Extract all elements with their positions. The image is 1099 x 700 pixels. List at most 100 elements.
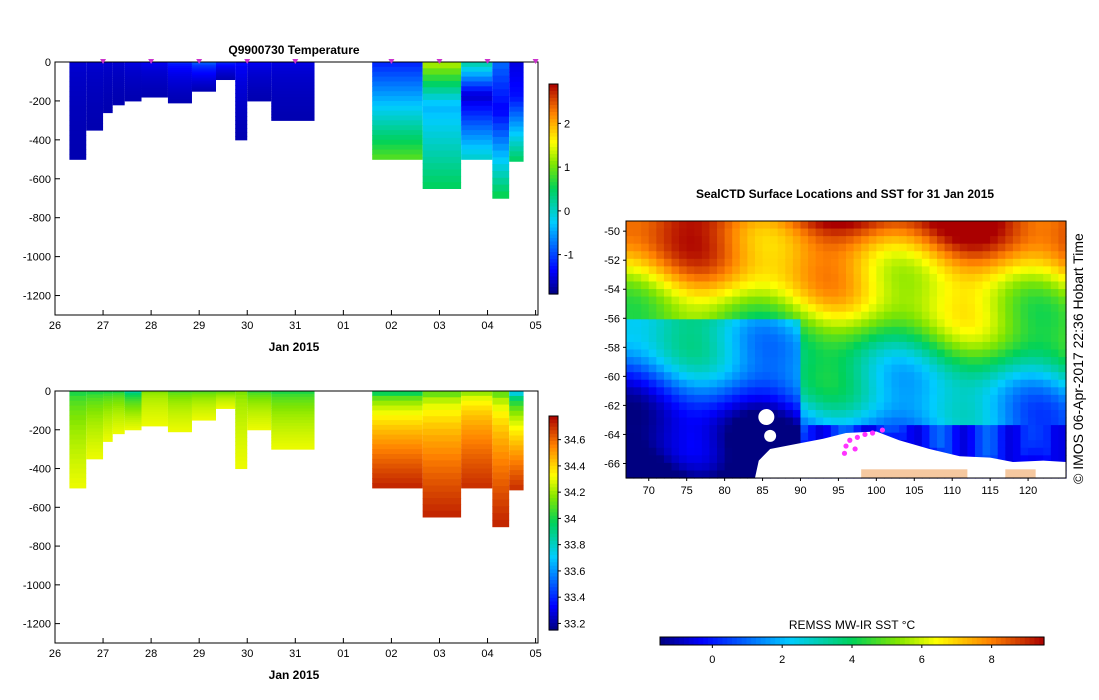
sst-cell [785, 440, 794, 449]
profile-cell [509, 484, 524, 491]
sst-cell [1012, 311, 1022, 320]
sst-cell [747, 326, 756, 335]
sst-cell [1028, 447, 1037, 456]
profile-cell [461, 86, 493, 92]
profile-cell [167, 427, 192, 431]
x-tick-label: 05 [529, 648, 541, 660]
sst-cell [709, 319, 718, 328]
sst-cell [808, 357, 817, 366]
sst-cell [929, 311, 938, 320]
sst-cell [762, 402, 771, 411]
profile-cell [247, 75, 272, 79]
sst-cell [846, 341, 855, 351]
colorbar-segment [549, 562, 558, 567]
sst-cell [1035, 357, 1044, 366]
sst-cell [724, 425, 733, 434]
profile-cell [461, 483, 493, 489]
sst-cell [853, 221, 862, 230]
sst-cell [838, 402, 847, 411]
sst-cell [899, 387, 908, 396]
lon-tick-label: 100 [867, 485, 885, 497]
colorbar-segment [549, 119, 558, 124]
sst-cell [792, 357, 802, 366]
profile-cell [509, 391, 524, 397]
sst-cell [656, 243, 665, 252]
sst-cell [830, 394, 840, 404]
colorbar-segment [549, 423, 558, 428]
sst-cell [815, 289, 824, 298]
x-tick-label: 03 [433, 648, 445, 660]
sst-cell [679, 228, 688, 237]
profile-cell [247, 91, 272, 94]
sst-cell [671, 417, 680, 426]
sst-cell [1058, 319, 1067, 328]
profile-cell [124, 400, 142, 404]
sst-cell [891, 228, 900, 237]
sst-cell [808, 334, 817, 343]
sst-cell [990, 409, 999, 419]
sst-cell [694, 470, 703, 479]
sst-cell [990, 304, 999, 313]
profile-cell [461, 395, 493, 402]
sst-cell [717, 455, 726, 464]
colorbar-segment [549, 430, 558, 435]
profile-cell [422, 182, 462, 189]
sst-cell [853, 379, 862, 388]
profile-cell [271, 64, 315, 69]
sst-cell [823, 258, 832, 267]
sst-cell [823, 296, 832, 305]
sst-cell [1005, 372, 1014, 381]
sst-cell [967, 417, 976, 426]
profile-cell [141, 422, 168, 425]
profile-cell [141, 86, 168, 89]
sst-cell [846, 334, 855, 343]
sst-cell [694, 425, 703, 434]
profile-cell [509, 76, 524, 83]
sst-cell [823, 379, 832, 388]
profile-cell [191, 408, 216, 411]
sst-cell [808, 289, 817, 298]
sst-cell [663, 425, 673, 434]
sst-cell [709, 440, 718, 449]
sst-cell [891, 425, 900, 434]
profile-cell [492, 391, 510, 399]
sst-cell [679, 447, 688, 456]
profile-cell [124, 423, 142, 427]
sst-cell [732, 319, 741, 328]
sst-cell [656, 425, 665, 434]
sst-cell [974, 319, 984, 328]
sst-cell [952, 243, 961, 252]
sst-cell [974, 228, 984, 237]
sst-cell [914, 266, 923, 275]
sst-cell [754, 266, 764, 275]
sst-cell [808, 402, 817, 411]
sst-cell [679, 357, 688, 366]
profile-cell [235, 453, 248, 458]
sst-cell [1058, 372, 1067, 381]
sst-cell [777, 296, 786, 305]
sst-cell [1028, 402, 1037, 411]
x-tick-label: 31 [289, 648, 301, 660]
profile-cell [247, 71, 272, 75]
sst-cell [800, 228, 809, 237]
colorbar-segment [549, 519, 558, 524]
sst-cell [1012, 357, 1022, 366]
sst-cell [914, 311, 923, 320]
sst-cell [883, 281, 893, 290]
sst-cell [952, 341, 961, 351]
sst-cell [785, 289, 794, 298]
sst-cell [724, 394, 733, 404]
colorbar-segment [842, 637, 848, 645]
sst-cell [815, 372, 824, 381]
sst-cell [921, 281, 931, 290]
profile-cell [509, 400, 524, 407]
sst-cell [656, 440, 665, 449]
sst-cell [656, 251, 665, 260]
sst-cell [861, 304, 870, 313]
sst-cell [777, 402, 786, 411]
sst-cell [937, 409, 946, 419]
sst-cell [861, 266, 870, 275]
profile-cell [69, 120, 87, 126]
sst-cell [648, 304, 657, 313]
sst-cell [626, 402, 635, 411]
